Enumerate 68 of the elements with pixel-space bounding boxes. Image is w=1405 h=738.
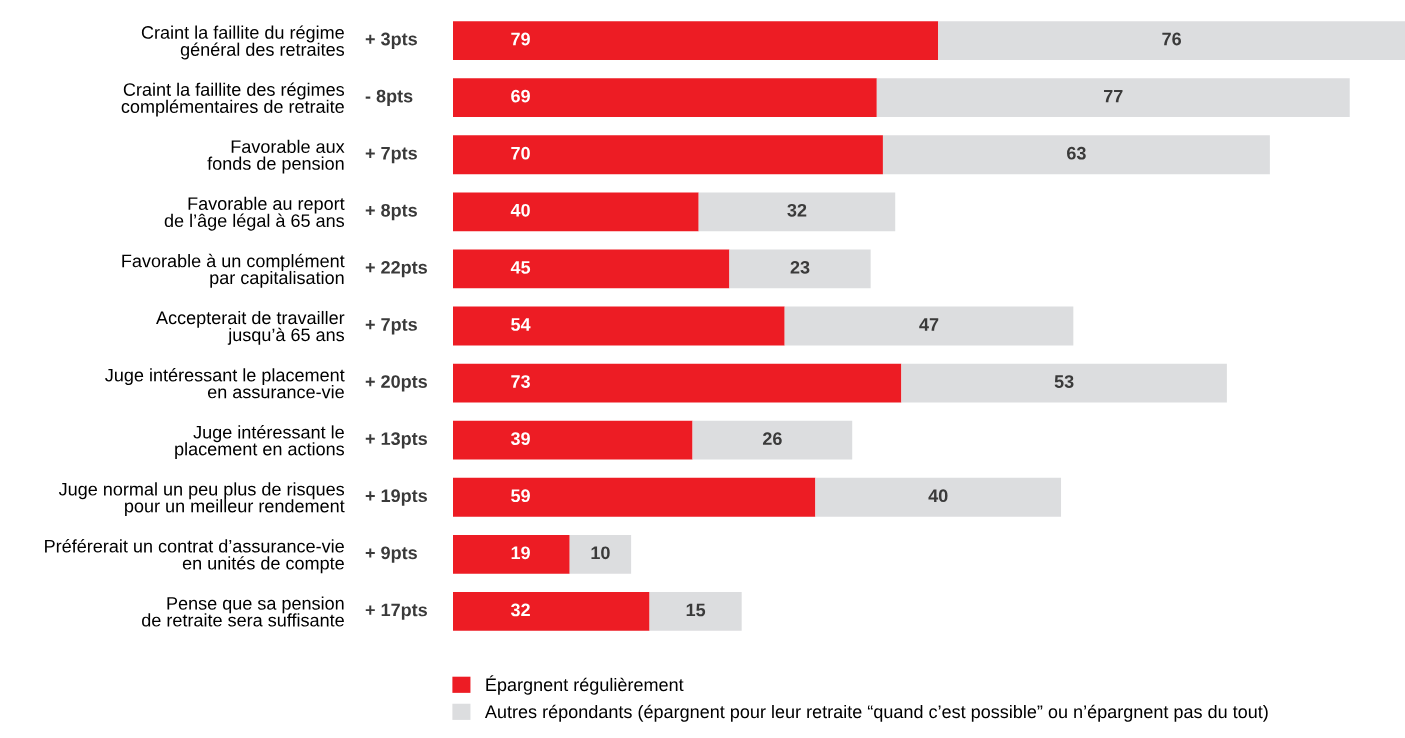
text: + 8pts [365, 203, 417, 221]
data-label: 40 [928, 489, 948, 503]
y-tick-label: Accepterait de travailler jusqu’à 65 ans [156, 310, 345, 345]
text: + 9pts [365, 546, 417, 563]
y-tick-label: Favorable à un complément par capitalisation [122, 253, 345, 288]
data-label: 69 [511, 89, 530, 103]
data-label: 39 [510, 432, 530, 446]
bar [882, 135, 1270, 175]
legend-label: Épargnent régulièrement [486, 675, 684, 695]
bar [453, 534, 570, 574]
bar [698, 192, 896, 232]
bar [453, 592, 650, 631]
text: + 7pts [365, 318, 417, 335]
data-label: 47 [919, 318, 939, 331]
legend-label: Autres répondants (épargnent pour leur retraite “quand c’est possible” ou n’épargnent pas du tout) [484, 704, 1268, 722]
bar [453, 192, 699, 232]
data-label: 23 [790, 260, 810, 274]
bar [815, 477, 1062, 517]
bar [453, 306, 785, 346]
y-tick-label: Pense que sa pension de retraite sera suffisante [142, 596, 344, 627]
data-label: 77 [1103, 89, 1123, 103]
bar [901, 363, 1227, 403]
bar [729, 249, 871, 289]
text: + 19pts [365, 489, 427, 506]
data-label: 32 [510, 603, 530, 617]
data-label: 70 [511, 146, 530, 160]
data-label: 76 [1162, 32, 1181, 46]
y-tick-label: Craint la faillite des régimes complémentaires de retraite [121, 82, 345, 117]
data-label: 15 [686, 603, 706, 617]
data-label: 32 [787, 203, 807, 217]
data-label: 10 [591, 546, 610, 560]
y-tick-label: Craint la faillite du régime général des retraites [141, 25, 345, 60]
data-label: 40 [510, 203, 530, 217]
text: + 13pts [365, 432, 427, 449]
data-label: 45 [510, 261, 531, 274]
data-label: 54 [511, 318, 531, 331]
bar [453, 363, 902, 403]
bar [453, 249, 730, 289]
bar [876, 78, 1350, 118]
data-label: 19 [511, 546, 530, 560]
text: + 17pts [365, 603, 427, 620]
data-label: 63 [1067, 146, 1086, 160]
data-label: 53 [1054, 375, 1074, 388]
y-tick-label: Juge intéressant le placement en assurance-vie [105, 368, 345, 399]
bar [453, 78, 877, 118]
text: + 22pts [365, 260, 427, 278]
y-tick-label: Favorable aux fonds de pension [207, 139, 345, 174]
text: + 20pts [365, 375, 427, 392]
data-label: 79 [511, 32, 530, 46]
bar [453, 420, 693, 460]
data-label: 73 [511, 375, 530, 388]
y-tick-label: Préférerait un contrat d’assurance-vie en unités de compte [45, 539, 344, 574]
data-label: 59 [511, 489, 530, 503]
bar [569, 534, 632, 574]
text: - 8pts [365, 89, 413, 107]
text: + 7pts [365, 146, 417, 164]
bar [938, 21, 1405, 60]
bar [649, 592, 742, 631]
bar [784, 306, 1074, 346]
bar [453, 477, 816, 517]
text: + 3pts [365, 32, 417, 49]
y-tick-label: Juge normal un peu plus de risques pour un meilleur rendement [58, 482, 345, 516]
data-label: 26 [762, 432, 782, 446]
bar [692, 420, 853, 460]
bar [453, 135, 883, 175]
bar [453, 21, 939, 60]
y-tick-label: Juge intéressant le placement en actions [175, 425, 345, 459]
y-tick-label: Favorable au report de l’âge légal à 65 ans [164, 196, 345, 231]
